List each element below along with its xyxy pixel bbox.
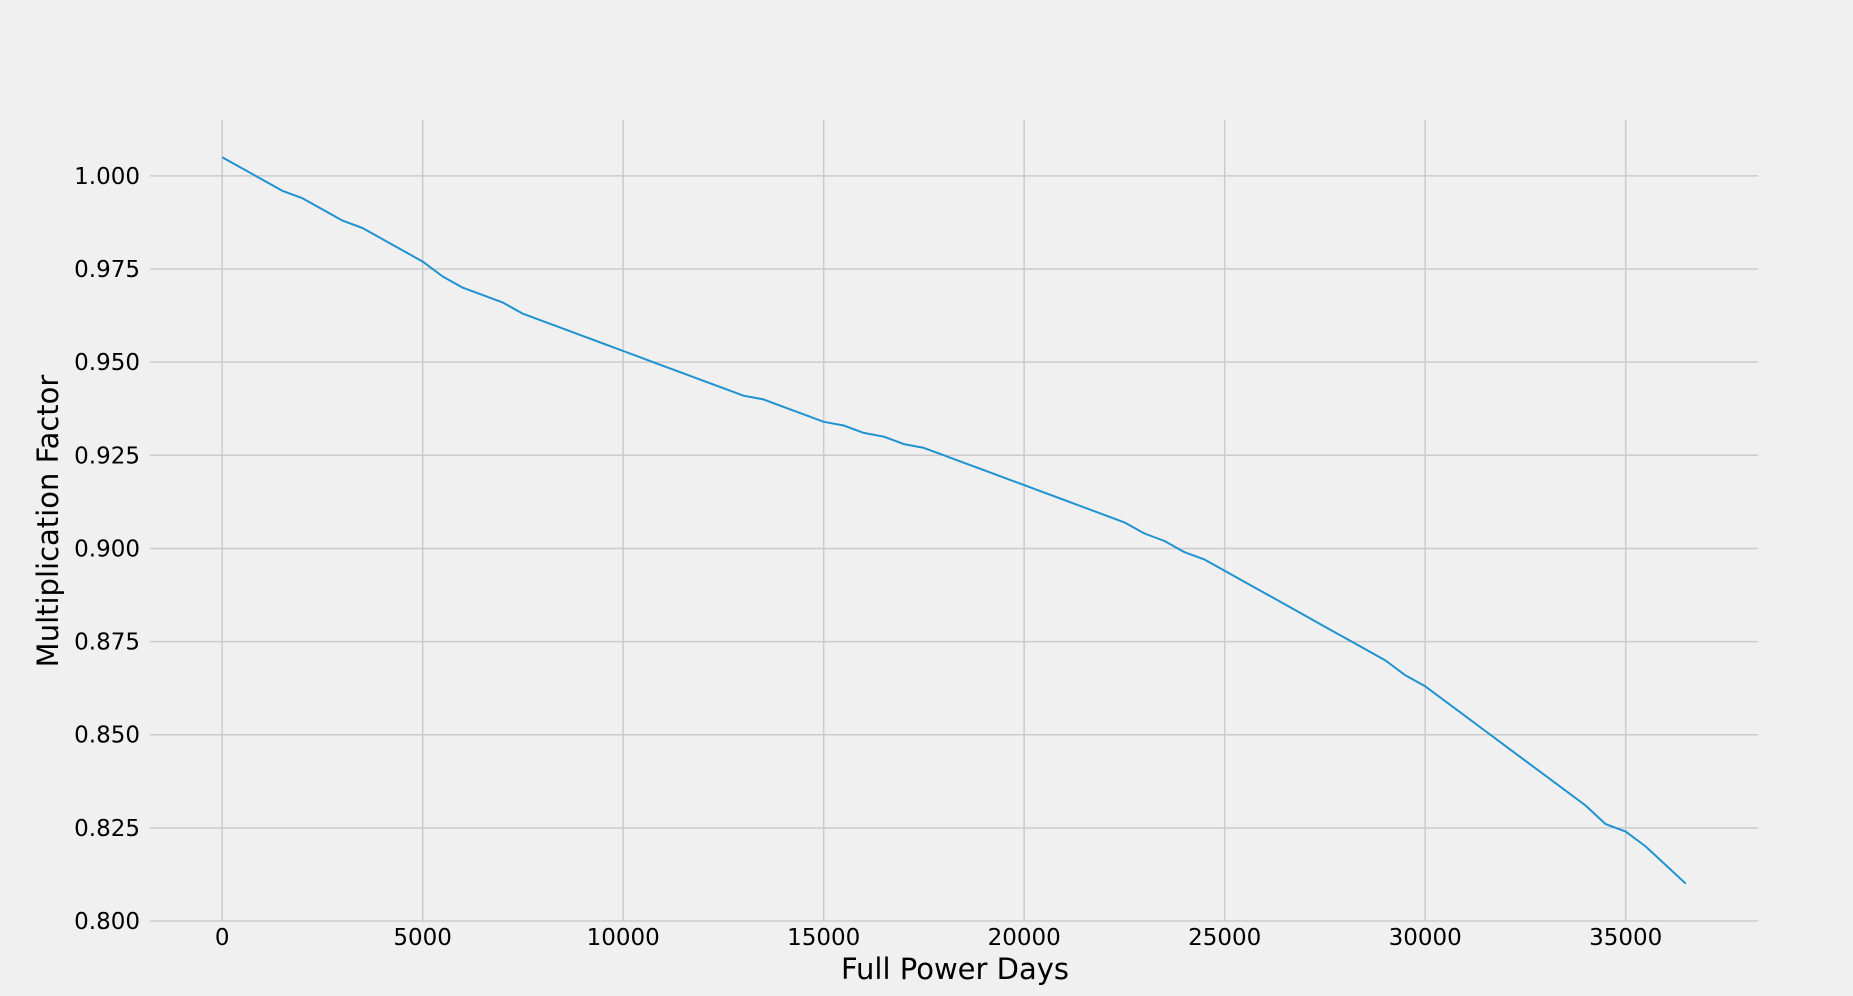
x-tick-label: 10000 <box>587 925 660 951</box>
tick-labels: 0.800 0.825 0.850 0.875 0.900 0.925 0.950 0.975… <box>74 164 1662 951</box>
y-tick-label: 0.850 <box>74 723 140 749</box>
y-tick-label: 1.000 <box>74 164 140 190</box>
x-axis-label: Full Power Days <box>841 952 1069 986</box>
y-tick-label: 0.800 <box>74 909 140 935</box>
y-tick-label: 0.975 <box>74 257 140 283</box>
y-axis-label: Multiplication Factor <box>31 375 65 668</box>
y-tick-label: 0.825 <box>74 816 140 842</box>
series-layer <box>221 156 1687 885</box>
x-tick-label: 25000 <box>1188 925 1261 951</box>
x-tick-label: 5000 <box>393 925 452 951</box>
x-tick-label: 0 <box>215 925 230 951</box>
series-line <box>221 156 1687 885</box>
y-tick-label: 0.900 <box>74 536 140 562</box>
y-tick-label: 0.925 <box>74 443 140 469</box>
y-tick-label: 0.875 <box>74 630 140 656</box>
y-tick-label: 0.950 <box>74 350 140 376</box>
x-tick-label: 35000 <box>1589 925 1662 951</box>
x-tick-label: 20000 <box>988 925 1061 951</box>
grid <box>150 120 1758 922</box>
x-tick-label: 15000 <box>787 925 860 951</box>
x-tick-label: 30000 <box>1389 925 1462 951</box>
